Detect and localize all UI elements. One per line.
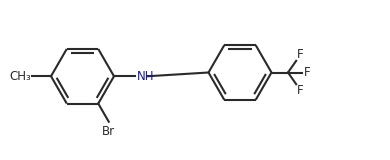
Text: F: F — [297, 48, 303, 61]
Text: NH: NH — [136, 70, 154, 83]
Text: F: F — [304, 66, 310, 79]
Text: CH₃: CH₃ — [10, 70, 32, 83]
Text: Br: Br — [102, 125, 115, 138]
Text: F: F — [297, 84, 303, 97]
